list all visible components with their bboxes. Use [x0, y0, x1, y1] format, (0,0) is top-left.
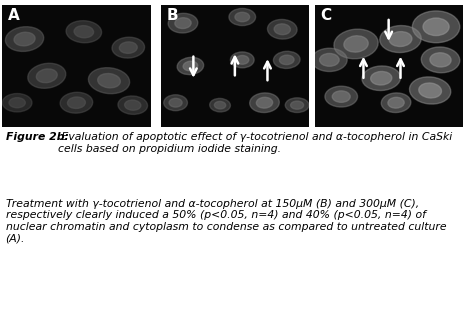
Ellipse shape — [14, 32, 35, 46]
Ellipse shape — [210, 98, 230, 112]
Ellipse shape — [175, 18, 191, 29]
Ellipse shape — [74, 26, 94, 38]
Ellipse shape — [370, 72, 392, 85]
Ellipse shape — [388, 97, 404, 108]
Ellipse shape — [421, 47, 460, 73]
Ellipse shape — [36, 69, 57, 83]
Ellipse shape — [68, 97, 85, 108]
Ellipse shape — [250, 93, 279, 113]
Text: Evaluation of apoptotic effect of γ-tocotrienol and α-tocopherol in CaSki cells : Evaluation of apoptotic effect of γ-toco… — [58, 132, 452, 154]
Ellipse shape — [2, 93, 32, 112]
Ellipse shape — [334, 29, 378, 59]
Ellipse shape — [285, 98, 309, 113]
Ellipse shape — [98, 73, 120, 88]
Ellipse shape — [235, 12, 250, 22]
Ellipse shape — [332, 91, 350, 102]
Ellipse shape — [274, 24, 290, 35]
Ellipse shape — [177, 57, 204, 75]
Ellipse shape — [6, 27, 44, 52]
Text: Treatment with γ-tocotrienol and α-tocopherol at 150μM (B) and 300μM (C), respec: Treatment with γ-tocotrienol and α-tocop… — [6, 199, 446, 244]
Ellipse shape — [423, 18, 449, 36]
Ellipse shape — [410, 77, 451, 104]
Ellipse shape — [381, 93, 411, 113]
Ellipse shape — [412, 11, 460, 43]
Ellipse shape — [274, 51, 300, 68]
Text: C: C — [321, 9, 332, 24]
Ellipse shape — [214, 101, 226, 109]
Ellipse shape — [344, 36, 368, 52]
Ellipse shape — [169, 98, 182, 107]
Ellipse shape — [230, 52, 254, 68]
Ellipse shape — [430, 53, 451, 67]
Ellipse shape — [89, 68, 130, 94]
Text: Figure 2b:: Figure 2b: — [6, 132, 69, 142]
Ellipse shape — [9, 98, 25, 108]
Ellipse shape — [229, 9, 256, 25]
Ellipse shape — [380, 25, 421, 52]
Ellipse shape — [124, 100, 141, 110]
Ellipse shape — [183, 61, 198, 71]
Text: B: B — [167, 9, 178, 24]
Ellipse shape — [164, 95, 187, 111]
Ellipse shape — [320, 53, 339, 66]
Ellipse shape — [312, 48, 347, 72]
Ellipse shape — [256, 97, 273, 108]
Ellipse shape — [236, 55, 249, 64]
Ellipse shape — [362, 66, 400, 91]
Ellipse shape — [118, 96, 148, 114]
Ellipse shape — [325, 86, 357, 107]
Ellipse shape — [419, 83, 441, 98]
Ellipse shape — [119, 42, 137, 53]
Ellipse shape — [112, 37, 144, 58]
Ellipse shape — [267, 19, 297, 39]
Ellipse shape — [60, 92, 93, 113]
Ellipse shape — [280, 55, 294, 65]
Ellipse shape — [389, 31, 412, 46]
Ellipse shape — [291, 101, 304, 109]
Ellipse shape — [66, 21, 102, 43]
Ellipse shape — [28, 63, 66, 88]
Text: A: A — [8, 9, 20, 24]
Ellipse shape — [168, 13, 198, 33]
